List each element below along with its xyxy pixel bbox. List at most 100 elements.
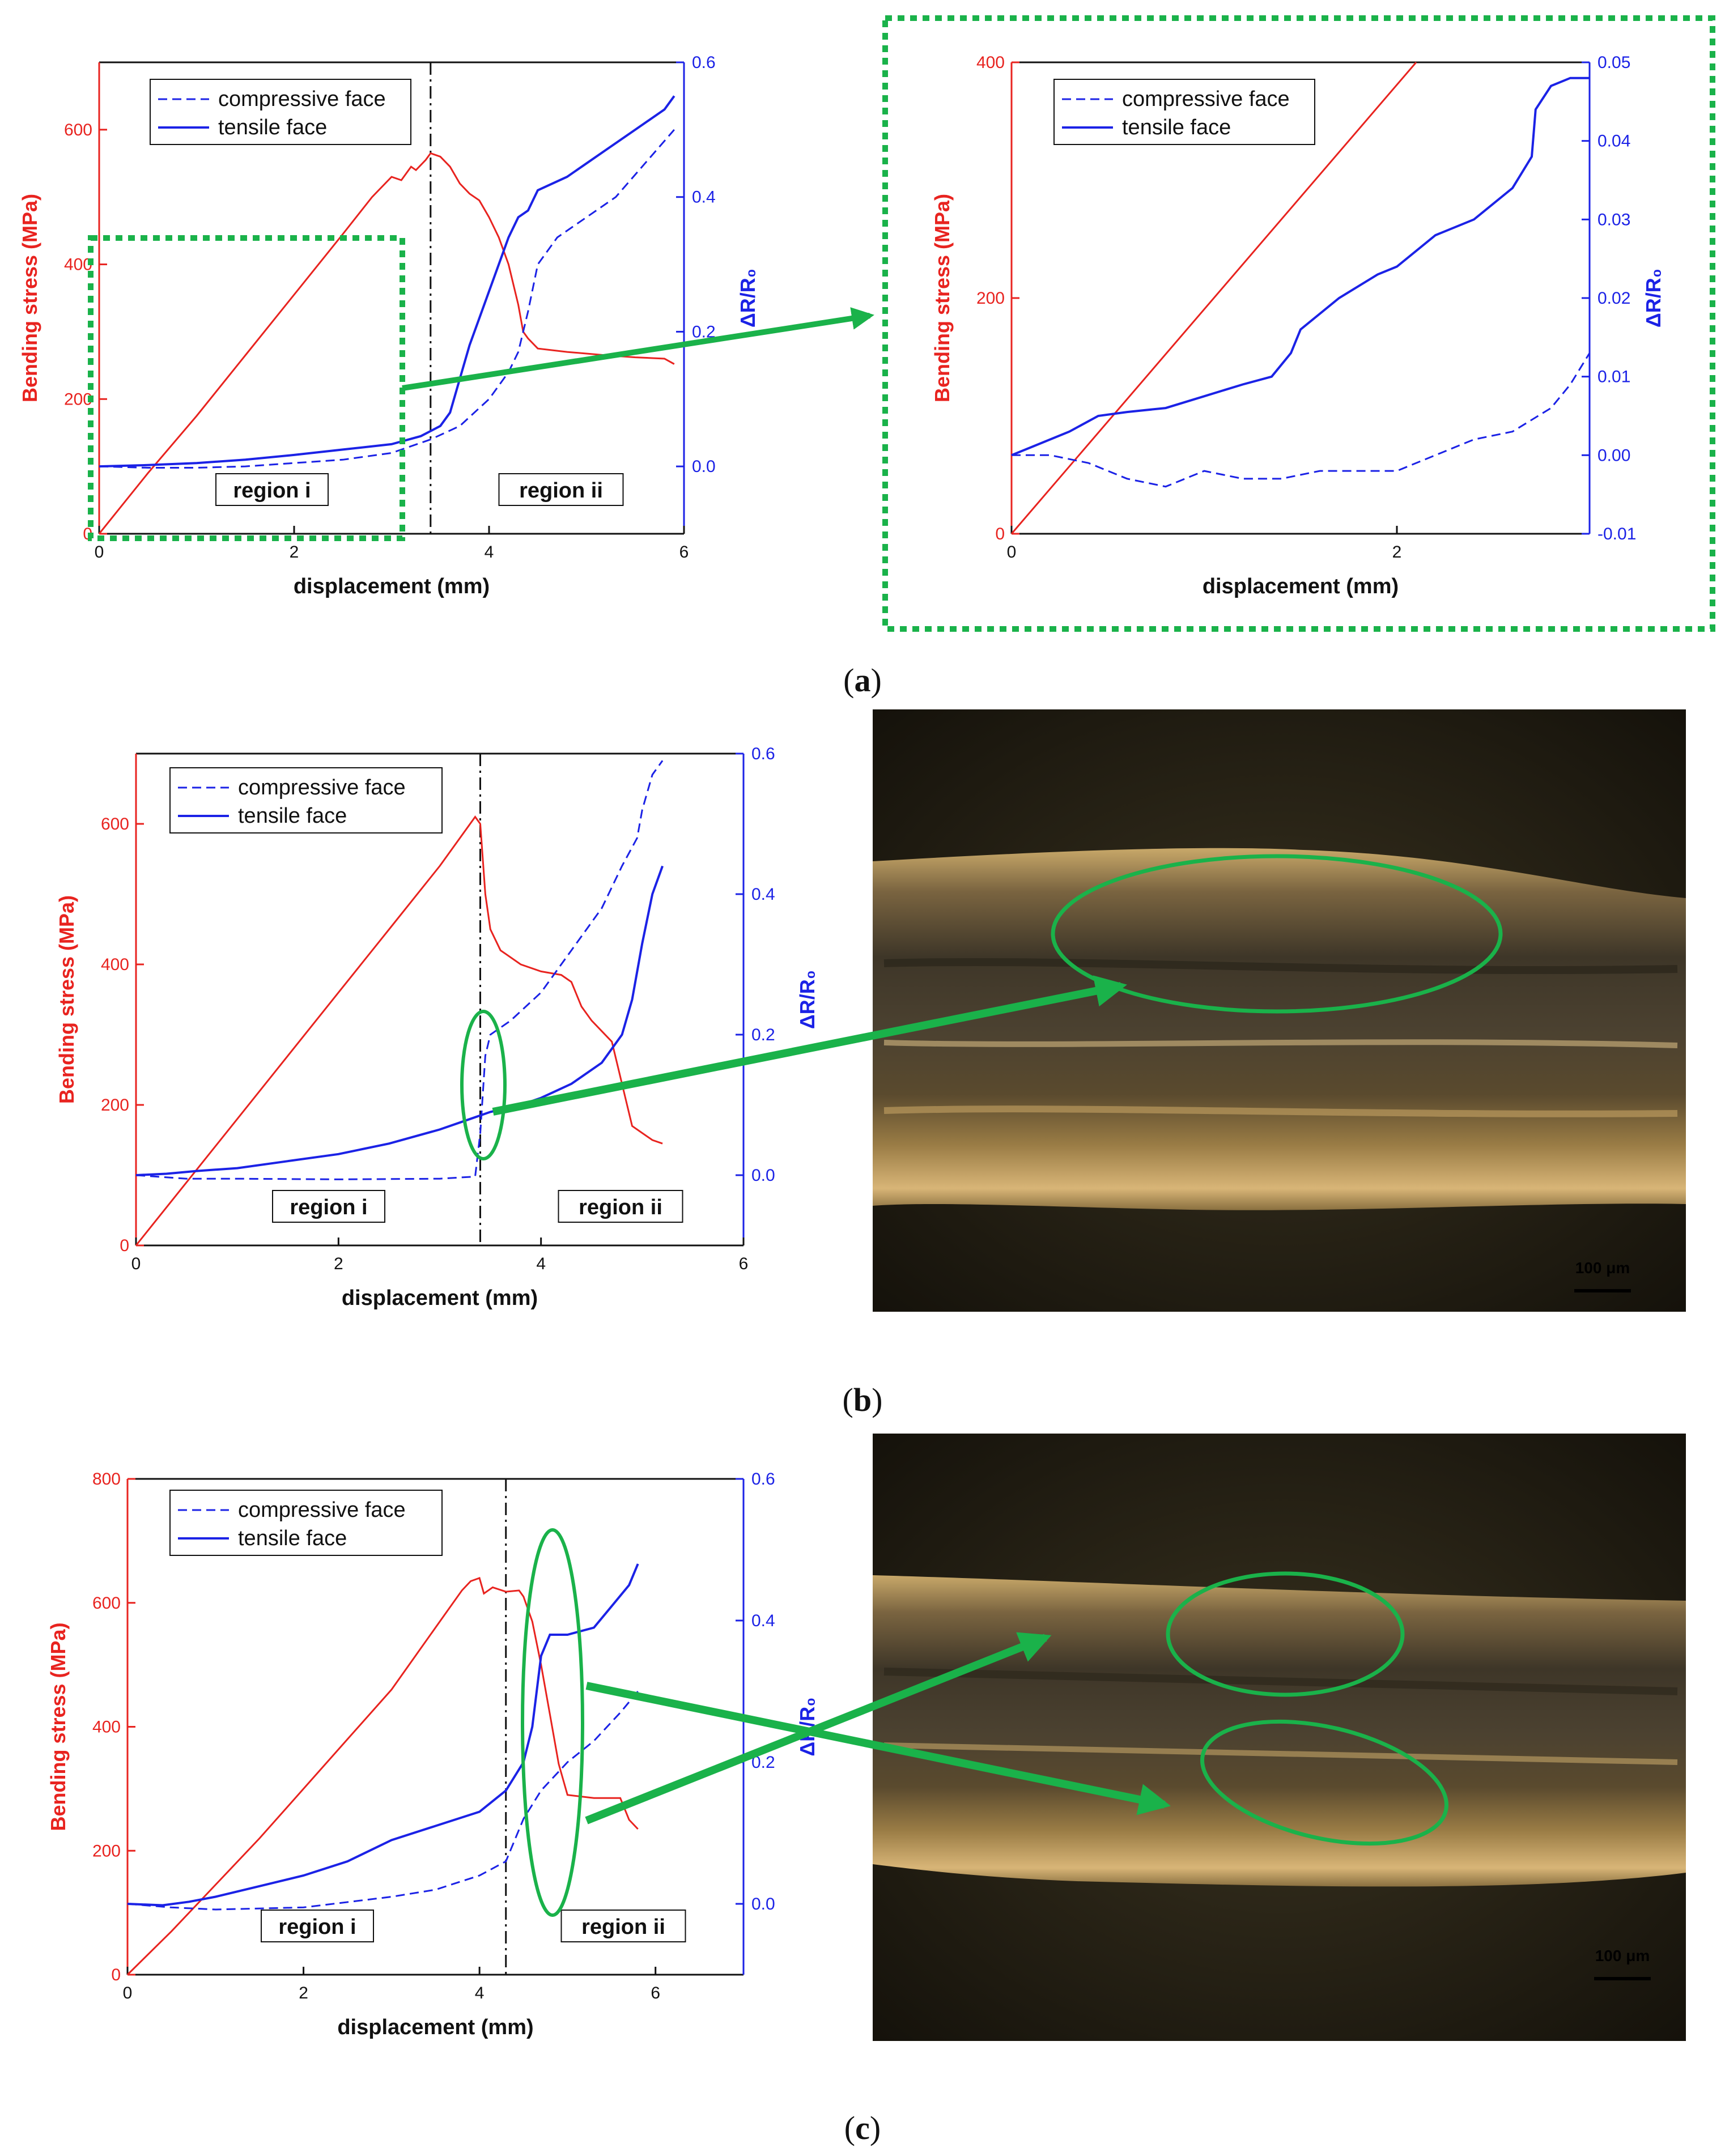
region-label: region ii — [579, 1196, 662, 1219]
legend-box — [169, 767, 443, 834]
right-y-axis-label: ΔR/R₀ — [1642, 269, 1665, 328]
zoom-arrow — [402, 307, 874, 391]
zoom-inset-frame — [882, 15, 1715, 632]
series-compressive-face — [1012, 352, 1591, 488]
left-y-axis-label: Bending stress (MPa) — [55, 895, 78, 1104]
left-y-tick-label: 600 — [101, 815, 129, 834]
chart-a-zoom: 0 2 0 200 400 -0.01 0.00 0.01 0.02 0.03 0.04 0.05 di… — [931, 53, 1665, 598]
transition-highlight-ellipse — [521, 1528, 584, 1917]
series-compressive-face — [127, 1691, 639, 1911]
x-tick-label: 0 — [123, 1984, 133, 2002]
series-bending-stress — [1010, 62, 1417, 534]
damage-highlight-ellipse-1 — [1166, 1571, 1405, 1697]
damage-highlight-ellipse-2 — [1200, 1719, 1448, 1846]
x-tick-label: 2 — [299, 1984, 308, 2002]
x-tick-label: 6 — [739, 1255, 749, 1273]
series-compressive-face — [135, 760, 664, 1180]
right-y-tick-label: 0.04 — [1597, 132, 1630, 151]
legend-box — [150, 79, 411, 145]
micrograph-b: 100 μm — [873, 709, 1686, 1312]
right-y-tick-label: -0.01 — [1597, 525, 1636, 543]
right-y-tick-label: 0.00 — [1597, 446, 1630, 465]
region-label-box — [272, 1190, 385, 1223]
left-y-tick-label: 200 — [92, 1842, 121, 1860]
region-label: region i — [233, 479, 311, 503]
x-tick-label: 0 — [95, 543, 104, 562]
x-axis-label: displacement (mm) — [294, 575, 490, 598]
series-bending-stress — [126, 1577, 639, 1976]
x-tick-label: 4 — [536, 1255, 546, 1273]
series-bending-stress — [98, 152, 675, 534]
x-tick-label: 0 — [131, 1255, 141, 1273]
region-label: region i — [278, 1915, 356, 1939]
left-y-tick-label: 400 — [64, 256, 92, 274]
right-y-tick-label: 0.03 — [1597, 210, 1630, 229]
legend-label-compressive: compressive face — [238, 776, 406, 800]
series-compressive-face — [99, 129, 675, 469]
crack-highlight-ellipse — [1051, 854, 1503, 1014]
right-y-tick-label: 0.0 — [692, 457, 716, 476]
series-tensile-face — [99, 95, 675, 468]
series-tensile-face — [135, 865, 664, 1176]
legend-label-compressive: compressive face — [1122, 87, 1290, 111]
x-axis-label: displacement (mm) — [1203, 575, 1399, 598]
right-y-tick-label: 0.02 — [1597, 289, 1630, 308]
scale-bar-label: 100 μm — [1595, 1947, 1650, 1964]
x-axis-label: displacement (mm) — [337, 2015, 533, 2039]
right-y-tick-label: 0.6 — [692, 53, 716, 72]
right-y-tick-label: 0.2 — [751, 1026, 775, 1044]
right-y-axis-label: ΔR/R₀ — [796, 970, 819, 1029]
left-y-tick-label: 0 — [995, 525, 1005, 543]
legend-label-compressive: compressive face — [238, 1498, 406, 1522]
region-label-box — [215, 473, 329, 506]
caption-b: (b) — [843, 1381, 883, 1418]
left-y-axis-label: Bending stress (MPa) — [18, 194, 41, 402]
x-tick-label: 0 — [1007, 543, 1017, 562]
region-label-box — [560, 1910, 686, 1942]
chart-b: 0 2 4 6 0 200 400 600 0.0 0.2 0.4 0.6 displacement (… — [55, 745, 819, 1310]
right-y-tick-label: 0.6 — [751, 1470, 775, 1489]
right-y-tick-label: 0.6 — [751, 745, 775, 763]
right-y-tick-label: 0.05 — [1597, 53, 1630, 72]
right-y-tick-label: 0.4 — [751, 1611, 775, 1630]
left-y-tick-label: 200 — [976, 289, 1005, 308]
legend-label-compressive: compressive face — [218, 87, 386, 111]
x-tick-label: 2 — [334, 1255, 343, 1273]
legend-label-tensile: tensile face — [218, 116, 327, 139]
left-y-tick-label: 400 — [101, 955, 129, 974]
right-y-tick-label: 0.0 — [751, 1166, 775, 1185]
scale-bar-label: 100 μm — [1575, 1259, 1630, 1277]
region-label-box — [261, 1910, 374, 1942]
right-y-tick-label: 0.4 — [751, 885, 775, 904]
x-tick-label: 2 — [290, 543, 299, 562]
transition-highlight-ellipse — [460, 1010, 507, 1160]
x-tick-label: 6 — [651, 1984, 660, 2002]
series-bending-stress — [135, 815, 663, 1246]
caption-a: (a) — [843, 662, 882, 699]
left-y-tick-label: 200 — [101, 1096, 129, 1115]
legend-label-tensile: tensile face — [1122, 116, 1231, 139]
region-label-box — [558, 1190, 683, 1223]
left-y-axis-label: Bending stress (MPa) — [46, 1622, 70, 1831]
micrograph-c: 100 μm — [873, 1434, 1686, 2041]
region-label-box — [498, 473, 624, 506]
chart-c: 0 2 4 602004006008000.00.20.40.6displacemen… — [46, 1470, 819, 2039]
legend-label-tensile: tensile face — [238, 804, 347, 828]
pointer-arrow — [492, 975, 1127, 1116]
right-y-axis-label: ΔR/R₀ — [736, 269, 759, 328]
left-y-tick-label: 0 — [111, 1966, 121, 1984]
left-y-tick-label: 400 — [976, 53, 1005, 72]
legend-box — [1053, 79, 1315, 145]
right-y-tick-label: 0.0 — [751, 1895, 775, 1913]
left-y-axis-label: Bending stress (MPa) — [931, 194, 954, 402]
right-y-tick-label: 0.4 — [692, 188, 716, 207]
caption-c: (c) — [844, 2110, 881, 2146]
x-axis-label: displacement (mm) — [342, 1286, 538, 1310]
left-y-tick-label: 800 — [92, 1470, 121, 1489]
region-label: region ii — [581, 1915, 665, 1939]
right-y-tick-label: 0.01 — [1597, 368, 1630, 386]
left-y-tick-label: 600 — [64, 121, 92, 139]
pointer-arrow-2 — [585, 1682, 1171, 1815]
